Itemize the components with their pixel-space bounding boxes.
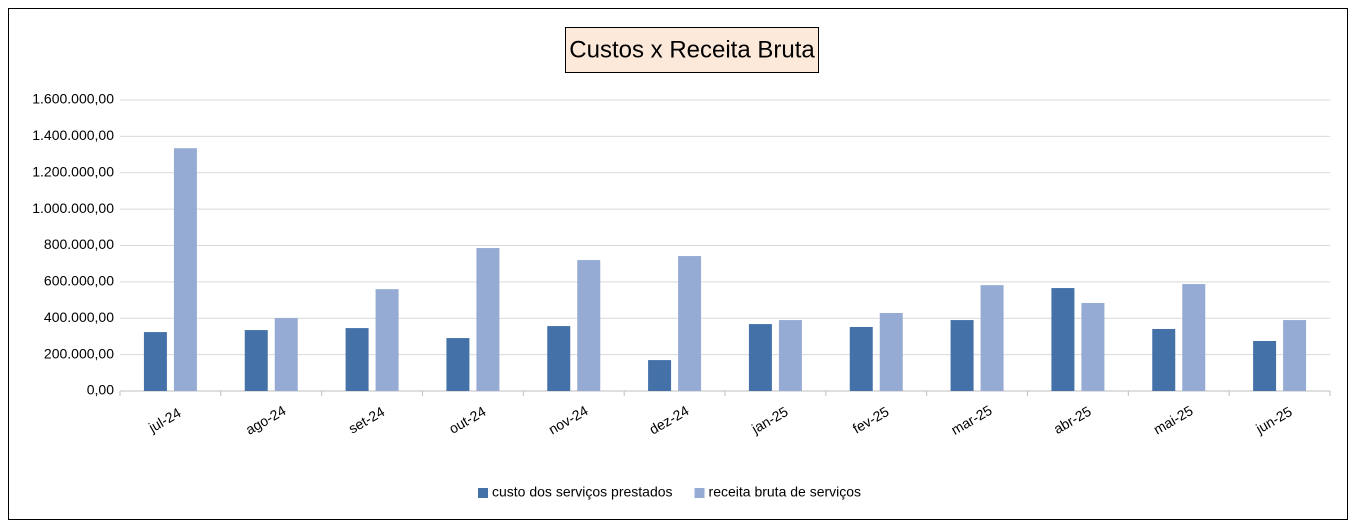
bar bbox=[678, 256, 702, 391]
y-tick-label: 1.000.000,00 bbox=[32, 200, 114, 216]
bar bbox=[1283, 320, 1307, 391]
bar bbox=[980, 285, 1004, 391]
bar bbox=[950, 320, 974, 391]
bar bbox=[1253, 340, 1277, 391]
bar bbox=[849, 326, 873, 391]
y-tick-label: 400.000,00 bbox=[44, 309, 114, 325]
y-tick-label: 1.400.000,00 bbox=[32, 127, 114, 143]
bar bbox=[547, 326, 571, 391]
title-box bbox=[565, 27, 819, 73]
y-tick-label: 800.000,00 bbox=[44, 236, 114, 252]
bar bbox=[274, 318, 298, 391]
legend-label: custo dos serviços prestados bbox=[492, 484, 673, 500]
bar bbox=[577, 260, 601, 391]
y-tick-label: 600.000,00 bbox=[44, 273, 114, 289]
bar bbox=[879, 312, 903, 391]
legend-label: receita bruta de serviços bbox=[709, 484, 862, 500]
bar bbox=[748, 324, 772, 391]
y-tick-label: 1.200.000,00 bbox=[32, 163, 114, 179]
bar bbox=[244, 330, 268, 391]
bar bbox=[375, 289, 399, 391]
bar bbox=[648, 360, 672, 391]
bar bbox=[1152, 328, 1176, 391]
bar bbox=[778, 320, 802, 391]
chart-title: Custos x Receita Bruta bbox=[569, 36, 815, 63]
bar bbox=[446, 338, 470, 391]
y-tick-label: 1.600.000,00 bbox=[32, 91, 114, 107]
legend-swatch bbox=[478, 488, 488, 498]
bar bbox=[1081, 302, 1105, 391]
bar bbox=[173, 148, 197, 391]
bar bbox=[143, 332, 167, 391]
bar bbox=[1182, 284, 1206, 391]
bar bbox=[1051, 288, 1075, 391]
y-tick-label: 200.000,00 bbox=[44, 345, 114, 361]
chart-border bbox=[8, 8, 1348, 520]
legend-swatch bbox=[694, 488, 705, 498]
y-tick-label: 0,00 bbox=[87, 382, 114, 398]
bar bbox=[476, 248, 500, 391]
bar bbox=[345, 328, 369, 391]
